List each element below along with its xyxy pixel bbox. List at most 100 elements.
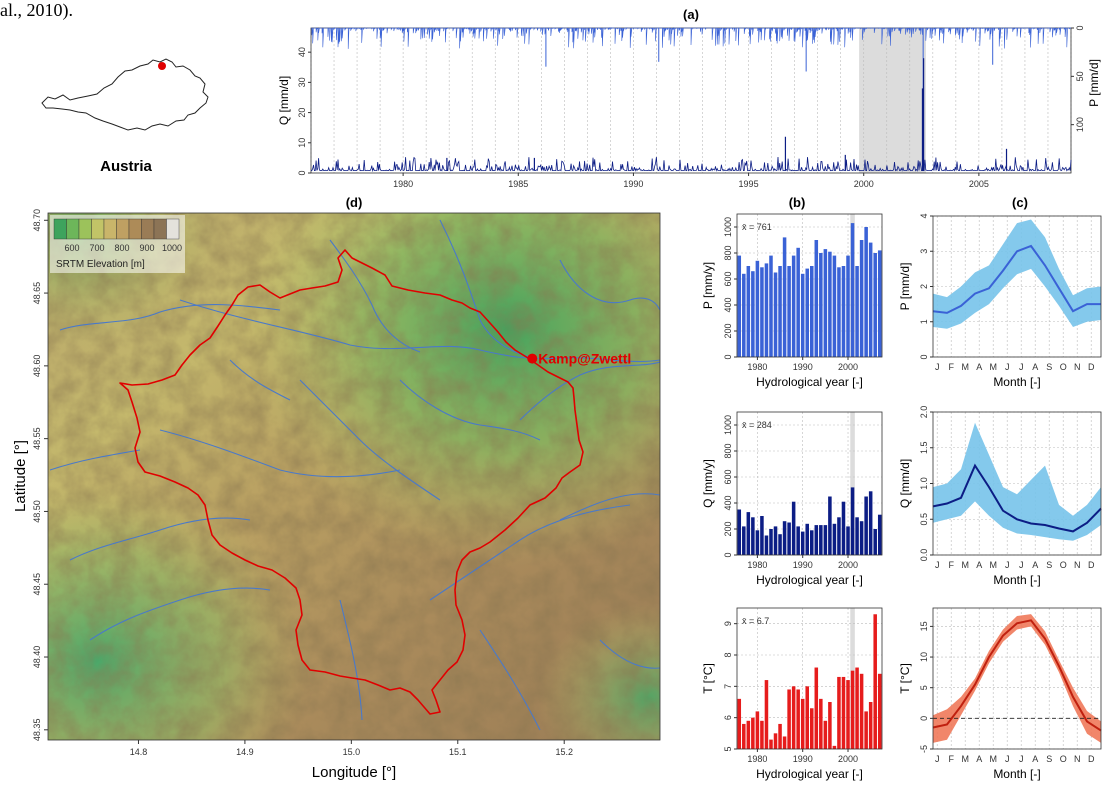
x-tick-label: 1980 xyxy=(393,179,413,189)
bar xyxy=(828,702,832,749)
panel-a-ylabel: Q [mm/d] xyxy=(277,76,291,125)
bar xyxy=(828,496,832,555)
month-tick-label: J xyxy=(1019,754,1024,764)
bar xyxy=(823,249,828,357)
x-tick-label: 1980 xyxy=(747,754,767,764)
x-tick-label: 1990 xyxy=(793,754,813,764)
bar xyxy=(850,487,855,555)
bar xyxy=(746,720,751,749)
y-tick-label: 0 xyxy=(723,354,733,359)
y-tick-label: 0 xyxy=(723,552,733,557)
y-tick-label: 20 xyxy=(297,108,307,118)
bar xyxy=(877,673,882,749)
x-tick-label: 2005 xyxy=(969,179,989,189)
bar xyxy=(850,223,855,357)
bar xyxy=(796,247,800,357)
bar xyxy=(755,711,760,749)
catchment-location-marker xyxy=(158,62,166,70)
uncertainty-band xyxy=(933,422,1101,541)
bar xyxy=(877,514,882,555)
month-tick-label: J xyxy=(935,560,940,570)
y-tick-label: 0 xyxy=(297,170,307,175)
bar xyxy=(764,680,769,749)
month-tick-label: M xyxy=(989,362,997,372)
panel-a-y2label: P [mm/d] xyxy=(1087,59,1101,107)
y2-tick-label: 50 xyxy=(1075,71,1085,81)
map-y-tick-label: 48.70 xyxy=(32,209,42,232)
month-tick-label: M xyxy=(961,560,969,570)
bar xyxy=(791,255,796,357)
bar xyxy=(832,523,837,555)
uncertainty-band xyxy=(933,219,1101,329)
bar xyxy=(746,512,751,555)
y-tick-label: 4 xyxy=(919,213,929,218)
bar xyxy=(742,526,746,555)
uncertainty-band xyxy=(933,614,1101,743)
legend-swatch xyxy=(141,218,155,240)
bar xyxy=(787,266,791,357)
panel-a-title: (a) xyxy=(683,7,699,22)
y-tick-label: 400 xyxy=(723,495,733,510)
month-tick-label: D xyxy=(1088,362,1095,372)
bar xyxy=(841,266,846,357)
bar xyxy=(778,266,782,357)
bar xyxy=(778,723,782,749)
y-axis-label: P [mm/d] xyxy=(898,263,912,311)
month-tick-label: F xyxy=(948,560,954,570)
map-y-tick-label: 48.55 xyxy=(32,427,42,450)
y-tick-label: 6 xyxy=(723,715,733,720)
bar xyxy=(742,723,746,749)
y2-tick-label: 100 xyxy=(1075,117,1085,132)
y-tick-label: 800 xyxy=(723,443,733,458)
gauge-label: Kamp@Zwettl xyxy=(538,351,631,367)
bar xyxy=(805,686,809,749)
bar xyxy=(855,266,859,357)
gauge-point xyxy=(527,353,538,364)
bar xyxy=(773,272,778,357)
legend-swatch xyxy=(116,218,130,240)
bar xyxy=(800,698,805,749)
x-tick-label: 1980 xyxy=(747,362,767,372)
month-tick-label: A xyxy=(1032,362,1038,372)
y-tick-label: 40 xyxy=(297,47,307,57)
bar xyxy=(796,526,800,555)
map-x-tick-label: 15.0 xyxy=(343,747,361,757)
y-tick-label: 30 xyxy=(297,77,307,87)
plot-frame xyxy=(736,411,883,556)
month-tick-label: M xyxy=(989,560,997,570)
bar xyxy=(855,517,859,555)
y-tick-label: 7 xyxy=(723,684,733,689)
bar xyxy=(859,521,864,555)
bar xyxy=(837,267,841,357)
plot-frame xyxy=(736,607,883,750)
month-tick-label: D xyxy=(1088,560,1095,570)
mean-label: x̄ = 6.7 xyxy=(742,616,769,626)
x-tick-label: 1985 xyxy=(508,179,528,189)
month-tick-label: J xyxy=(1005,754,1010,764)
bar xyxy=(760,516,764,555)
plot-frame xyxy=(310,27,1072,174)
bar xyxy=(819,253,823,357)
bar xyxy=(814,240,819,357)
month-tick-label: J xyxy=(1005,560,1010,570)
map-y-tick-label: 48.35 xyxy=(32,719,42,742)
y-tick-label: 9 xyxy=(723,621,733,626)
y-tick-label: 10 xyxy=(919,652,929,662)
month-tick-label: F xyxy=(948,362,954,372)
bar xyxy=(846,680,850,749)
y-tick-label: 1.5 xyxy=(919,441,929,454)
bar xyxy=(778,534,782,555)
bar xyxy=(873,614,877,749)
bar xyxy=(764,263,769,357)
x-axis-label: Hydrological year [-] xyxy=(756,767,863,781)
bar xyxy=(873,253,877,357)
x-tick-label: 1990 xyxy=(793,362,813,372)
bar xyxy=(814,667,819,749)
y-tick-label: 2.0 xyxy=(919,406,929,419)
bar xyxy=(873,529,877,555)
plot-frame xyxy=(736,213,883,358)
month-tick-label: F xyxy=(948,754,954,764)
y-axis-label: Q [mm/y] xyxy=(701,459,715,508)
bar xyxy=(782,521,787,555)
